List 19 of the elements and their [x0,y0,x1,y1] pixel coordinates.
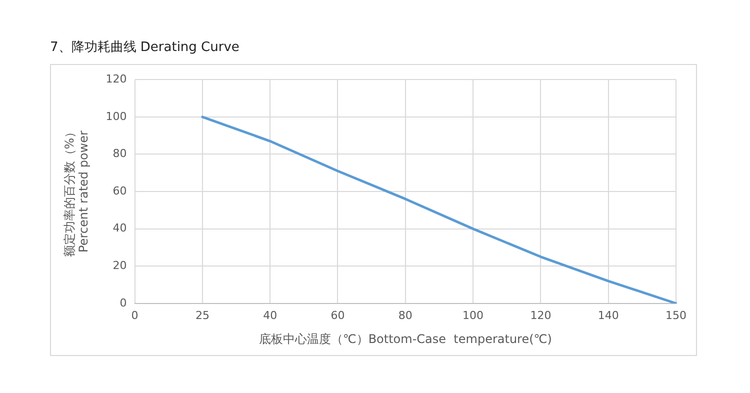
y-tick-label: 40 [112,222,127,235]
y-tick-label: 120 [106,72,127,86]
y-tick-label: 20 [112,258,127,272]
x-tick-label: 25 [195,308,210,322]
x-tick-label: 60 [330,308,345,322]
x-tick-label: 150 [666,308,686,322]
x-tick-label: 140 [598,308,619,322]
x-tick-label: 120 [530,308,552,322]
y-tick-label: 80 [112,147,127,160]
y-axis-title: 额定功率的百分数（%） Percent rated power [62,126,91,258]
y-tick-label: 100 [106,110,127,123]
x-tick-label: 40 [263,308,278,322]
x-tick-label: 0 [131,308,138,322]
x-tick-label: 80 [398,308,412,322]
chart-title: 7、降功耗曲线 Derating Curve [50,39,240,56]
y-tick-label: 0 [120,296,127,310]
x-axis-title: 底板中心温度（℃）Bottom-Case temperature(℃) [258,332,552,346]
y-tick-label: 60 [112,184,127,198]
x-tick-label: 100 [462,308,484,322]
